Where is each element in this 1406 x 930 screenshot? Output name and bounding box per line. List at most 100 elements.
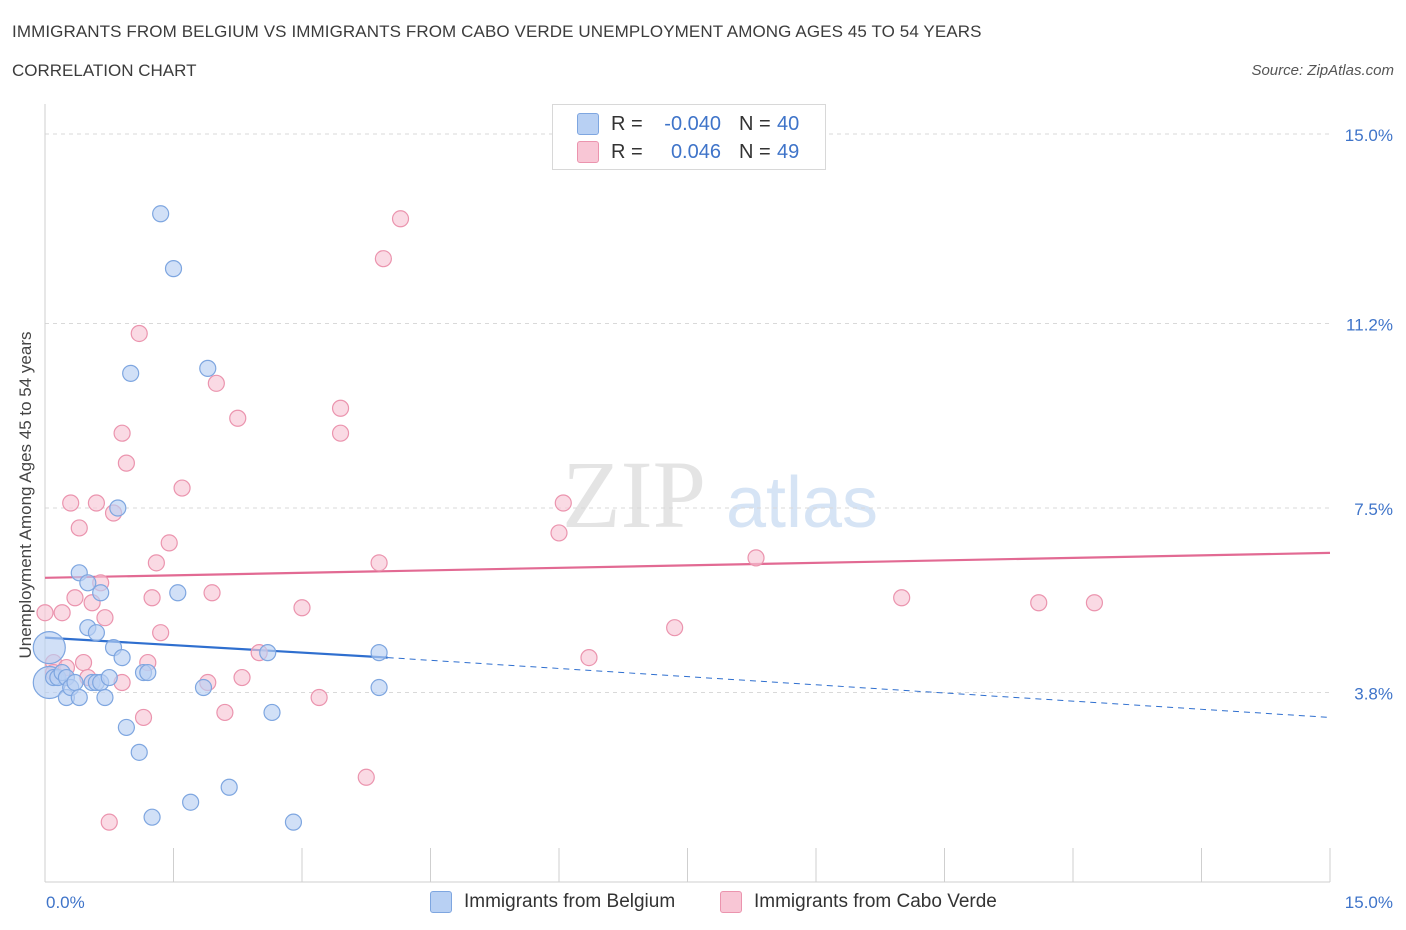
legend-label-belgium: Immigrants from Belgium bbox=[464, 891, 676, 912]
belgium-swatch bbox=[577, 113, 599, 135]
r-label: R = bbox=[611, 112, 643, 135]
y-tick-label: 15.0% bbox=[1345, 126, 1393, 145]
belgium-trend-extension bbox=[387, 657, 1331, 718]
n-value: 40 bbox=[777, 112, 800, 135]
caboverde-point bbox=[550, 524, 568, 542]
belgium-point bbox=[130, 743, 148, 761]
caboverde-point bbox=[331, 399, 350, 417]
caboverde-point bbox=[357, 768, 375, 786]
x-tick-label-max: 15.0% bbox=[1345, 893, 1393, 912]
belgium-point bbox=[370, 644, 388, 662]
caboverde-point bbox=[207, 374, 225, 392]
belgium-point bbox=[164, 260, 183, 278]
caboverde-point bbox=[893, 589, 911, 607]
caboverde-point bbox=[1030, 594, 1048, 612]
belgium-point bbox=[182, 793, 200, 811]
belgium-point bbox=[194, 678, 213, 697]
zipatlas-watermark: ZIP atlas bbox=[562, 441, 878, 548]
belgium-point bbox=[122, 364, 140, 382]
legend-item-belgium: Immigrants from Belgium bbox=[430, 888, 675, 916]
y-tick-label: 11.2% bbox=[1346, 315, 1393, 334]
caboverde-point bbox=[130, 324, 148, 343]
belgium-point bbox=[152, 205, 170, 223]
belgium-point bbox=[263, 703, 281, 722]
n-label: N = bbox=[739, 140, 771, 163]
caboverde-point bbox=[293, 599, 311, 617]
caboverde-point bbox=[374, 250, 392, 268]
caboverde-point bbox=[203, 584, 221, 602]
belgium-point bbox=[70, 688, 88, 707]
caboverde-point bbox=[147, 554, 165, 572]
belgium-point bbox=[109, 499, 127, 517]
belgium-point bbox=[169, 584, 187, 602]
data-points bbox=[32, 205, 1104, 831]
caboverde-point bbox=[100, 813, 118, 831]
belgium-point bbox=[96, 688, 114, 707]
belgium-swatch bbox=[430, 891, 452, 913]
stats-legend: R = -0.040 N = 40 R = 0.046 N = 49 bbox=[552, 104, 826, 170]
caboverde-point bbox=[53, 604, 71, 622]
watermark-atlas: atlas bbox=[726, 463, 878, 543]
caboverde-point bbox=[152, 624, 170, 642]
caboverde-point bbox=[173, 479, 191, 497]
caboverde-point bbox=[74, 653, 93, 672]
caboverde-point bbox=[216, 703, 234, 722]
caboverde-point bbox=[233, 668, 251, 687]
belgium-point bbox=[32, 631, 66, 665]
r-label: R = bbox=[611, 140, 643, 163]
caboverde-point bbox=[370, 554, 388, 572]
caboverde-point bbox=[36, 604, 54, 622]
caboverde-point bbox=[554, 494, 572, 512]
y-tick-label: 7.5% bbox=[1354, 500, 1393, 519]
caboverde-point bbox=[66, 589, 84, 607]
legend-label-caboverde: Immigrants from Cabo Verde bbox=[754, 891, 997, 912]
belgium-point bbox=[113, 648, 131, 667]
caboverde-point bbox=[134, 708, 153, 727]
caboverde-swatch bbox=[577, 141, 599, 163]
belgium-point bbox=[79, 574, 97, 592]
caboverde-point bbox=[666, 619, 684, 637]
belgium-point bbox=[370, 678, 388, 697]
belgium-point bbox=[220, 778, 238, 796]
caboverde-point bbox=[160, 534, 178, 552]
legend-row-belgium: R = -0.040 N = 40 bbox=[577, 111, 799, 137]
belgium-point bbox=[143, 808, 161, 826]
belgium-point bbox=[100, 668, 118, 687]
trend-lines bbox=[44, 551, 1331, 718]
caboverde-point bbox=[143, 589, 161, 607]
chart-subtitle: CORRELATION CHART bbox=[12, 61, 197, 80]
tick-labels: 3.8% 7.5% 11.2% 15.0% 0.0% 15.0% bbox=[46, 126, 1393, 912]
caboverde-point bbox=[96, 609, 114, 627]
belgium-point bbox=[87, 624, 106, 642]
caboverde-trend-line bbox=[44, 551, 1331, 579]
x-tick-label-min: 0.0% bbox=[46, 893, 85, 912]
belgium-point bbox=[117, 718, 135, 737]
caboverde-point bbox=[747, 549, 765, 567]
r-value: 0.046 bbox=[670, 140, 721, 163]
caboverde-point bbox=[331, 424, 350, 442]
n-label: N = bbox=[739, 112, 771, 135]
caboverde-point bbox=[580, 648, 598, 667]
caboverde-point bbox=[113, 424, 131, 442]
caboverde-point bbox=[62, 494, 80, 512]
chart-title: IMMIGRANTS FROM BELGIUM VS IMMIGRANTS FR… bbox=[12, 22, 982, 41]
belgium-point bbox=[259, 644, 277, 662]
caboverde-swatch bbox=[720, 891, 742, 913]
y-tick-label: 3.8% bbox=[1354, 685, 1393, 704]
caboverde-point bbox=[310, 688, 328, 707]
belgium-point bbox=[139, 663, 157, 682]
caboverde-point bbox=[70, 519, 88, 537]
legend-item-caboverde: Immigrants from Cabo Verde bbox=[720, 888, 997, 916]
n-value: 49 bbox=[777, 140, 800, 163]
source-credit: Source: ZipAtlas.com bbox=[1251, 62, 1394, 79]
r-value: -0.040 bbox=[664, 112, 721, 135]
caboverde-point bbox=[1085, 594, 1104, 612]
axes bbox=[44, 104, 1331, 883]
caboverde-point bbox=[391, 210, 410, 228]
belgium-point bbox=[199, 359, 217, 377]
belgium-point bbox=[92, 584, 110, 602]
caboverde-point bbox=[117, 454, 135, 472]
caboverde-point bbox=[229, 409, 247, 427]
legend-row-caboverde: R = 0.046 N = 49 bbox=[577, 139, 799, 165]
